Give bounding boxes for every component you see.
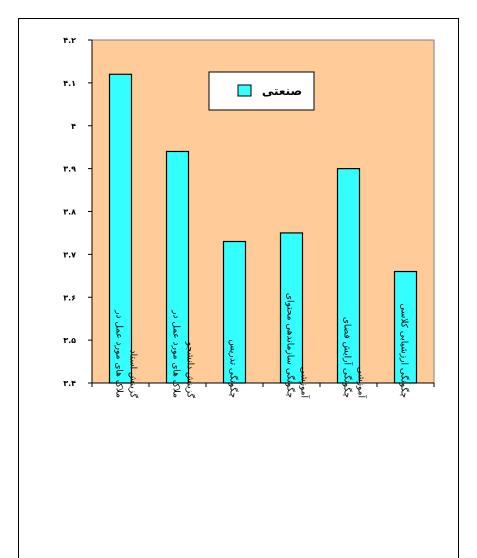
bar-chart: ۳.۴ ۳.۵ ۳.۶ ۳.۷ ۳.۸ ۳.۹ ۴ ۴.۱ ۴.۲ ملاک های مورد ع… (63, 36, 435, 399)
chart-frame (18, 18, 459, 558)
y-tick-label: ۳.۴ (63, 379, 76, 388)
bar (393, 270, 418, 384)
y-tick-label: ۳.۵ (63, 336, 76, 345)
legend-box (208, 71, 315, 111)
x-category-label: گزینش دانشجو (185, 341, 197, 399)
bar (165, 150, 190, 384)
y-tick-label: ۳.۶ (63, 293, 76, 302)
x-category-label: چگونگی ارزشیابی کلاسی (399, 303, 411, 398)
bar (336, 168, 361, 384)
x-category-label: ملاک های مورد عمل در (171, 309, 182, 398)
y-tick-label: ۳.۸ (63, 208, 76, 217)
x-category-label: گزینش استاد (128, 350, 140, 399)
y-tick-label: ۳.۹ (63, 165, 76, 174)
bar (108, 73, 133, 384)
x-category-label: آموزشی (299, 367, 311, 399)
y-tick-label: ۴ (71, 122, 76, 131)
bar (279, 232, 304, 384)
x-category-label: ملاک های مورد عمل در (114, 309, 125, 398)
x-category-label: آموزشی (356, 367, 368, 399)
x-category-label: چگونگی سازماندهی محتوای (285, 293, 297, 398)
x-category-label: چگونگی تدریس (228, 339, 240, 398)
y-tick-label: ۴.۲ (63, 36, 76, 45)
y-tick-label: ۳.۷ (63, 250, 76, 259)
legend-swatch (237, 84, 252, 97)
legend-label: صنعتی (262, 84, 302, 98)
x-category-label: چگونگی آرایش فضای (342, 317, 354, 398)
y-tick-label: ۴.۱ (63, 79, 76, 88)
bar (222, 240, 247, 384)
